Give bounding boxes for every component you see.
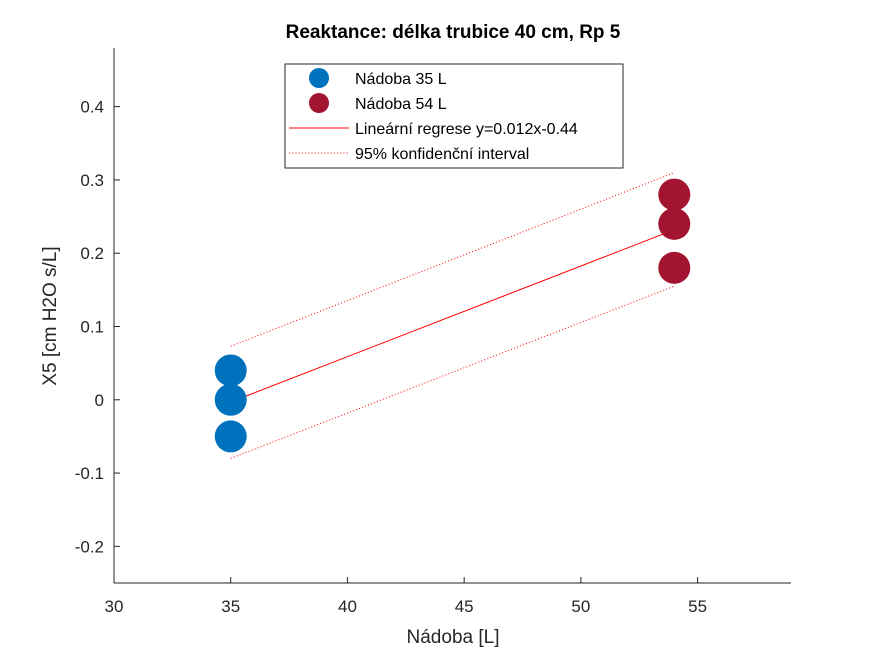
point-series-1-2: [214, 383, 247, 416]
x-tick-labels: 30 35 40 45 50 55: [105, 597, 708, 616]
y-tick-label: 0.1: [80, 317, 104, 336]
y-tick-label: 0.2: [80, 244, 104, 263]
legend: Nádoba 35 L Nádoba 54 L Lineární regrese y…: [284, 63, 624, 169]
y-tick-label: 0.3: [80, 171, 104, 190]
x-tick-label: 55: [688, 597, 707, 616]
confidence-bands: [230, 172, 675, 459]
x-tick-label: 35: [221, 597, 240, 616]
point-series-2-3: [658, 251, 691, 284]
point-series-2-2: [658, 207, 691, 240]
x-tick-label: 40: [338, 597, 357, 616]
data-points: [214, 178, 691, 453]
y-tick-label: 0: [95, 391, 104, 410]
confidence-band-upper: [230, 172, 675, 347]
legend-box: [284, 63, 624, 169]
x-tick-label: 50: [571, 597, 590, 616]
chart-title: Reaktance: délka trubice 40 cm, Rp 5: [286, 22, 621, 43]
point-series-2-1: [658, 178, 691, 211]
legend-marker-1: [309, 68, 329, 88]
regression-lines: [230, 229, 675, 403]
y-tick-label: -0.2: [75, 537, 104, 556]
legend-label-3: Lineární regrese y=0.012x-0.44: [355, 121, 578, 138]
axes: [113, 48, 791, 584]
x-tick-label: 30: [105, 597, 124, 616]
y-tick-label: -0.1: [75, 464, 104, 483]
point-series-1-1: [214, 354, 247, 387]
x-axis-label: Nádoba [L]: [407, 627, 500, 648]
point-series-1-3: [214, 420, 247, 453]
legend-label-4: 95% konfidenční interval: [355, 146, 529, 163]
y-axis-label: X5 [cm H2O s/L]: [40, 246, 61, 385]
legend-marker-2: [309, 93, 329, 113]
regression-line: [230, 229, 675, 403]
y-tick-labels: -0.2 -0.1 0 0.1 0.2 0.3 0.4: [75, 98, 104, 557]
legend-label-2: Nádoba 54 L: [355, 96, 447, 113]
legend-label-1: Nádoba 35 L: [355, 71, 447, 88]
y-tick-label: 0.4: [80, 98, 104, 117]
x-tick-label: 45: [455, 597, 474, 616]
